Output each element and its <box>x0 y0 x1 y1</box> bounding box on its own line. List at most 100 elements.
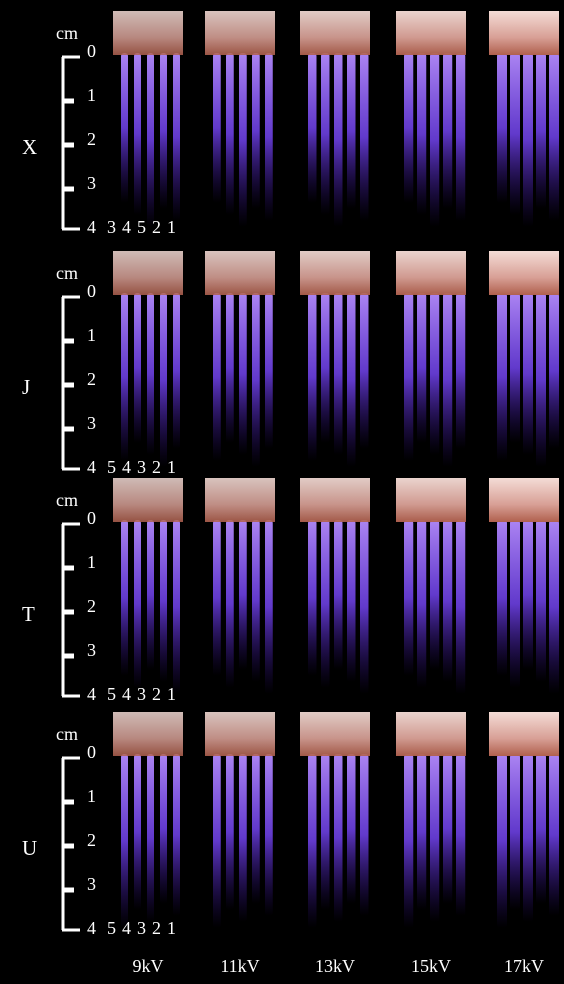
scale-label: 3 <box>87 640 96 660</box>
plasma-jet <box>334 520 343 670</box>
plasma-jet <box>549 53 559 221</box>
plasma-jet <box>360 754 369 916</box>
plasma-jet <box>173 53 180 221</box>
plasma-jet <box>308 293 317 461</box>
tube-order: 3 <box>137 457 146 477</box>
scale-label: 1 <box>87 786 96 806</box>
scale-label: 0 <box>87 281 96 301</box>
tube-bundle <box>489 11 559 55</box>
plasma-jet <box>417 754 426 910</box>
plasma-jet <box>121 754 128 928</box>
tube-bundle <box>113 251 183 295</box>
plasma-jet <box>308 754 317 928</box>
plasma-jet <box>536 754 546 904</box>
plasma-jet <box>265 53 273 221</box>
plasma-jet <box>321 520 330 688</box>
plasma-jet <box>549 754 559 916</box>
tube-bundle <box>205 11 275 55</box>
unit-label: cm <box>56 23 78 43</box>
plasma-jet <box>456 754 465 916</box>
plasma-jet <box>252 293 260 467</box>
plasma-jet <box>252 754 260 904</box>
plasma-jet <box>239 53 247 227</box>
plasma-jet <box>417 53 426 215</box>
plasma-jet <box>121 53 128 203</box>
tube-order: 3 <box>137 918 146 938</box>
tube-order: 4 <box>122 217 131 237</box>
plasma-jet <box>510 520 520 688</box>
plasma-jet <box>213 520 221 676</box>
plasma-jet <box>213 293 221 461</box>
plasma-jet <box>147 293 154 455</box>
scale-label: 0 <box>87 742 96 762</box>
plasma-jet <box>443 53 452 209</box>
plasma-jet <box>536 293 546 467</box>
column-label: 15kV <box>411 956 451 976</box>
plasma-jet <box>226 53 234 215</box>
plasma-jet <box>134 754 141 910</box>
tube-order: 2 <box>152 217 161 237</box>
scale-label: 3 <box>87 173 96 193</box>
plasma-jet <box>308 53 317 203</box>
plasma-jet <box>147 53 154 227</box>
plasma-jet <box>497 754 507 928</box>
scale-label: 2 <box>87 369 96 389</box>
tube-order: 1 <box>167 918 176 938</box>
tube-bundle <box>205 251 275 295</box>
scale-label: 3 <box>87 874 96 894</box>
tube-bundle <box>489 712 559 756</box>
row-label: X <box>22 135 37 159</box>
plasma-jet <box>523 520 533 670</box>
plasma-jet <box>443 520 452 682</box>
plasma-jet <box>160 520 167 682</box>
plasma-jet <box>121 293 128 461</box>
plasma-jet <box>173 293 180 449</box>
tube-order: 4 <box>122 684 131 704</box>
plasma-jet <box>347 754 356 904</box>
plasma-jet <box>321 293 330 443</box>
plasma-jet <box>523 293 533 455</box>
plasma-jet <box>239 293 247 455</box>
tube-order: 2 <box>152 918 161 938</box>
plasma-jet <box>334 53 343 227</box>
tube-bundle <box>396 11 466 55</box>
plasma-jet <box>134 53 141 215</box>
plasma-jet <box>497 520 507 676</box>
scale-label: 1 <box>87 552 96 572</box>
unit-label: cm <box>56 263 78 283</box>
plasma-jet <box>456 293 465 449</box>
scale-label: 3 <box>87 413 96 433</box>
tube-order: 5 <box>107 684 116 704</box>
plasma-jet <box>347 520 356 682</box>
scale-label: 1 <box>87 325 96 345</box>
plasma-jet <box>213 53 221 203</box>
plasma-jet <box>549 520 559 694</box>
plasma-jet <box>510 293 520 443</box>
plasma-jet <box>536 520 546 682</box>
scale-label: 0 <box>87 41 96 61</box>
tube-order: 2 <box>152 457 161 477</box>
plasma-jet <box>443 754 452 904</box>
row-label: J <box>22 375 30 399</box>
tube-bundle <box>113 712 183 756</box>
scale-label: 4 <box>87 217 96 237</box>
unit-label: cm <box>56 490 78 510</box>
scale-label: 2 <box>87 830 96 850</box>
plasma-jet <box>510 53 520 215</box>
tube-order: 5 <box>107 918 116 938</box>
tube-bundle <box>489 478 559 522</box>
plasma-jet <box>360 53 369 221</box>
plasma-jet <box>308 520 317 676</box>
plasma-jet <box>456 520 465 694</box>
scale-label: 2 <box>87 596 96 616</box>
column-label: 9kV <box>133 956 164 976</box>
plasma-jet <box>404 53 413 203</box>
plasma-jet <box>265 754 273 916</box>
tube-order: 1 <box>167 217 176 237</box>
tube-bundle <box>396 712 466 756</box>
plasma-jet <box>334 293 343 455</box>
plasma-jet <box>497 293 507 461</box>
plasma-jet <box>360 293 369 449</box>
plasma-jet <box>347 293 356 467</box>
plasma-jet <box>430 53 439 227</box>
